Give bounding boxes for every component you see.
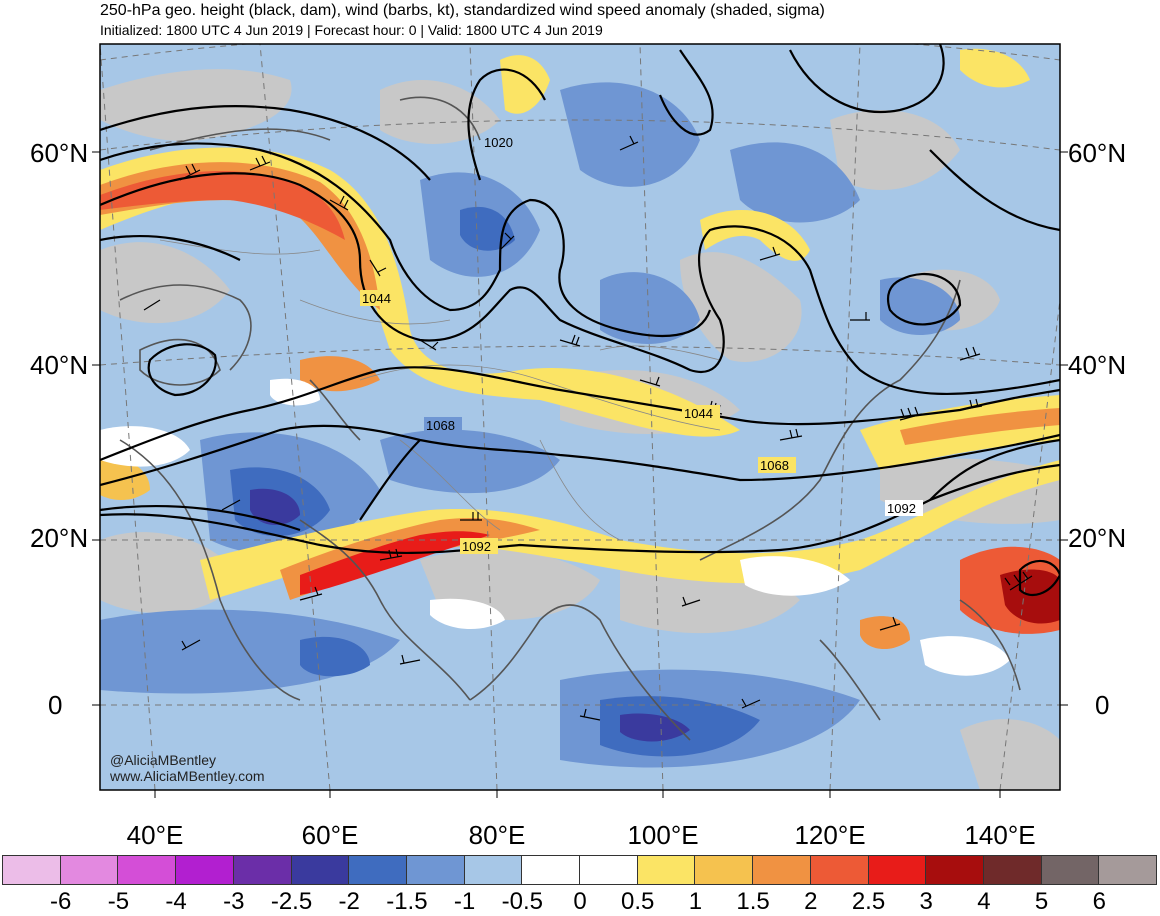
zero-anomaly-regions: [100, 378, 1010, 676]
contour-label: 1092: [462, 539, 491, 554]
colorbar-cell: [463, 855, 523, 885]
credit-website: www.AliciaMBentley.com: [110, 768, 265, 784]
lon-label-60e: 60°E: [301, 820, 359, 850]
colorbar-cell: [867, 855, 927, 885]
colorbar-tick-label: -5: [107, 888, 130, 915]
colorbar-cell: [405, 855, 465, 885]
colorbar-cell: [694, 855, 754, 885]
colorbar-tick-label: -0.5: [501, 888, 543, 915]
colorbar-cell: [175, 855, 234, 885]
contour-label: 1068: [426, 418, 455, 433]
lat-label-40n-left: 40°N: [30, 350, 89, 380]
colorbar-cell: [59, 855, 119, 885]
colorbar-cell: [521, 855, 581, 885]
lat-label-60n-right: 60°N: [1068, 138, 1127, 168]
lat-label-0-left: 0: [48, 690, 63, 720]
colorbar-tick-label: 1.5: [736, 888, 770, 915]
map-title: 250-hPa geo. height (black, dam), wind (…: [100, 2, 825, 19]
colorbar-cell: [809, 855, 869, 885]
colorbar-cell: [925, 855, 984, 885]
map-fields: [100, 44, 1060, 790]
lat-label-20n-right: 20°N: [1068, 523, 1127, 553]
lon-label-140e: 140°E: [964, 820, 1036, 850]
colorbar-cell: [2, 855, 61, 885]
colorbar-tick-label: -4: [165, 888, 187, 915]
lat-label-60n-left: 60°N: [30, 138, 89, 168]
lat-label-20n-left: 20°N: [30, 523, 89, 553]
lon-label-120e: 120°E: [794, 820, 866, 850]
lat-label-0-right: 0: [1095, 690, 1110, 720]
colorbar-cell: [1098, 855, 1158, 885]
lon-label-80e: 80°E: [468, 820, 526, 850]
colorbar-cell: [579, 855, 638, 885]
colorbar-tick-label: 0: [573, 888, 587, 915]
colorbar: [2, 855, 1158, 885]
colorbar-tick-label: -1.5: [386, 888, 428, 915]
colorbar-tick-label: 6: [1092, 888, 1106, 915]
contour-label: 1020: [484, 135, 513, 150]
colorbar-cell: [636, 855, 696, 885]
contour-label: 1068: [760, 458, 789, 473]
colorbar-cell: [232, 855, 292, 885]
contour-label: 1044: [362, 291, 391, 306]
colorbar-tick-label: 3: [919, 888, 933, 915]
credit-handle: @AliciaMBentley: [110, 752, 217, 768]
contour-label: 1044: [684, 406, 713, 421]
lon-label-100e: 100°E: [627, 820, 699, 850]
colorbar-tick-label: 2.5: [851, 888, 886, 915]
colorbar-cell: [1040, 855, 1100, 885]
colorbar-cell: [290, 855, 350, 885]
colorbar-tick-label: 5: [1034, 888, 1049, 915]
colorbar-tick-label: 4: [977, 888, 991, 915]
map-frame: [99, 43, 1061, 791]
colorbar-cell: [982, 855, 1042, 885]
colorbar-tick-label: -2: [338, 888, 360, 915]
map-subtitle: Initialized: 1800 UTC 4 Jun 2019 | Forec…: [100, 22, 603, 38]
colorbar-tick-label: -2.5: [270, 888, 313, 915]
lat-label-40n-right: 40°N: [1068, 350, 1127, 380]
very-strong-negative-anomaly: [250, 488, 690, 742]
height-contours: [100, 44, 1060, 597]
colorbar-cell: [348, 855, 407, 885]
colorbar-tick-label: 0.5: [621, 888, 655, 915]
contour-labels: 1020 1044 1068 1044 1068 1092 1092: [360, 134, 923, 554]
colorbar-cell: [752, 855, 811, 885]
colorbar-tick-label: 1: [688, 888, 703, 915]
colorbar-tick-label: 2: [804, 888, 818, 915]
wind-barbs: [143, 135, 1033, 721]
colorbar-tick-label: -6: [50, 888, 72, 915]
colorbar-cell: [117, 855, 177, 885]
axis-ticks: [92, 151, 1068, 798]
lon-label-40e: 40°E: [126, 820, 184, 850]
colorbar-tick-label: -3: [223, 888, 245, 915]
contour-label: 1092: [887, 501, 916, 516]
colorbar-tick-label: -1: [453, 888, 476, 915]
